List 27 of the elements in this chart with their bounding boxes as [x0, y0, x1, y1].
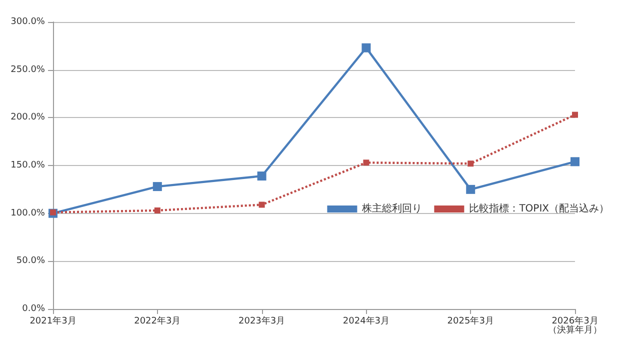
x-tick-label: 2025年3月: [447, 316, 494, 326]
legend-label: 比較指標：TOPIX（配当込み）: [469, 202, 610, 214]
point: [363, 160, 370, 166]
y-tick-label: 100.0%: [10, 208, 46, 218]
x-tick-label: 2026年3月: [552, 316, 598, 326]
x-axis-title: （決算年月）: [548, 324, 602, 336]
y-tick-label: 250.0%: [10, 64, 46, 75]
point: [572, 112, 578, 118]
x-tick-label: 2024年3月: [342, 316, 390, 326]
point: [258, 202, 265, 208]
point: [570, 157, 580, 166]
point: [468, 160, 474, 167]
x-tick-label: 2022年3月: [134, 316, 181, 326]
y-tick-label: 200.0%: [10, 112, 46, 123]
point: [257, 172, 266, 181]
y-tick-label: 300.0%: [10, 17, 46, 27]
y-tick-label: 50.0%: [16, 256, 46, 266]
point: [362, 43, 371, 52]
point: [50, 209, 56, 216]
y-tick-label: 0.0%: [22, 304, 46, 314]
x-tick-label: 2023年3月: [238, 316, 286, 326]
point: [154, 207, 160, 214]
x-tick-label: 2021年3月: [30, 316, 76, 326]
point: [152, 182, 162, 192]
y-tick-label: 150.0%: [10, 160, 46, 170]
legend-label: 株主総利回り: [361, 202, 422, 214]
point: [466, 184, 476, 194]
